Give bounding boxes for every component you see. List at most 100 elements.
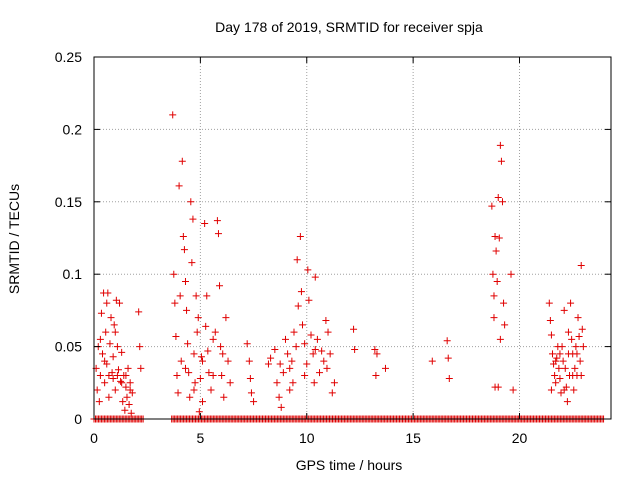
data-point — [569, 372, 577, 380]
data-point — [218, 372, 226, 380]
data-point — [577, 262, 585, 270]
data-point — [125, 401, 133, 409]
data-point — [547, 331, 555, 339]
y-tick-label: 0.2 — [63, 121, 83, 137]
data-point — [575, 332, 583, 340]
data-point — [559, 357, 567, 365]
data-point — [552, 379, 560, 387]
data-point — [102, 328, 110, 336]
data-point — [309, 350, 317, 358]
data-point — [572, 343, 580, 351]
data-point — [316, 369, 324, 377]
x-tick-label: 0 — [90, 430, 98, 446]
data-point — [488, 202, 496, 210]
data-point — [199, 398, 207, 406]
y-axis-label: SRMTID / TECUs — [6, 184, 22, 294]
data-point — [281, 335, 289, 343]
data-point — [267, 354, 275, 362]
data-point — [557, 389, 565, 397]
data-point — [509, 386, 517, 394]
data-point — [574, 314, 582, 322]
data-point — [174, 389, 182, 397]
data-point — [180, 246, 188, 254]
data-point — [490, 292, 498, 300]
data-point — [578, 325, 586, 333]
data-point — [101, 379, 109, 387]
data-point — [224, 357, 232, 365]
data-point — [109, 374, 117, 382]
data-point — [301, 372, 309, 380]
data-point — [299, 321, 307, 329]
data-point — [93, 386, 101, 394]
data-point — [113, 343, 121, 351]
data-point — [213, 217, 221, 225]
data-point — [296, 233, 304, 241]
data-point — [322, 317, 330, 325]
data-point — [122, 383, 130, 391]
data-point — [222, 314, 230, 322]
data-point — [170, 270, 178, 278]
data-point — [490, 314, 498, 322]
data-point — [191, 379, 199, 387]
data-point — [498, 198, 506, 206]
y-tick-label: 0.25 — [55, 49, 82, 65]
data-point — [119, 398, 127, 406]
data-point — [445, 374, 453, 382]
data-point — [292, 343, 300, 351]
data-point — [108, 369, 116, 377]
data-point — [294, 302, 302, 310]
data-point — [546, 317, 554, 325]
data-point — [310, 379, 318, 387]
data-point — [548, 350, 556, 358]
data-point — [199, 357, 207, 365]
data-point — [201, 220, 209, 228]
data-point — [109, 353, 117, 361]
data-point — [189, 215, 197, 223]
data-point — [107, 314, 115, 322]
data-point — [202, 322, 210, 330]
data-point — [311, 345, 319, 353]
data-point — [195, 408, 203, 416]
data-point — [560, 386, 568, 394]
data-point — [173, 372, 181, 380]
data-point — [553, 354, 561, 362]
grid — [94, 57, 611, 419]
data-point — [444, 354, 452, 362]
axis-ticks: 0 5 10 15 20 0 0.05 0.1 0.15 0.2 0.25 — [55, 49, 611, 446]
data-point — [245, 357, 253, 365]
data-point — [324, 328, 332, 336]
data-point — [220, 393, 228, 401]
data-point — [203, 292, 211, 300]
data-point — [277, 403, 285, 411]
data-point — [313, 335, 321, 343]
data-point — [273, 379, 281, 387]
data-point — [172, 332, 180, 340]
data-point — [297, 288, 305, 296]
data-point — [330, 379, 338, 387]
data-point — [318, 347, 326, 355]
data-point — [126, 386, 134, 394]
data-point — [193, 328, 201, 336]
plot-frame — [93, 56, 612, 420]
data-point — [204, 347, 212, 355]
data-point — [190, 350, 198, 358]
data-point — [106, 340, 114, 348]
data-point — [501, 321, 509, 329]
data-point — [219, 350, 227, 358]
data-point — [190, 386, 198, 394]
data-point — [491, 233, 499, 241]
data-point — [114, 366, 122, 374]
data-point — [250, 398, 258, 406]
data-point — [112, 296, 120, 304]
data-point — [99, 350, 107, 358]
data-point — [373, 350, 381, 358]
data-point — [271, 345, 279, 353]
data-point — [104, 289, 112, 297]
data-point — [135, 308, 143, 316]
data-point — [496, 335, 504, 343]
data-point — [184, 340, 192, 348]
data-point — [207, 386, 215, 394]
data-point — [571, 364, 579, 372]
data-point — [118, 379, 126, 387]
data-point — [110, 321, 118, 329]
